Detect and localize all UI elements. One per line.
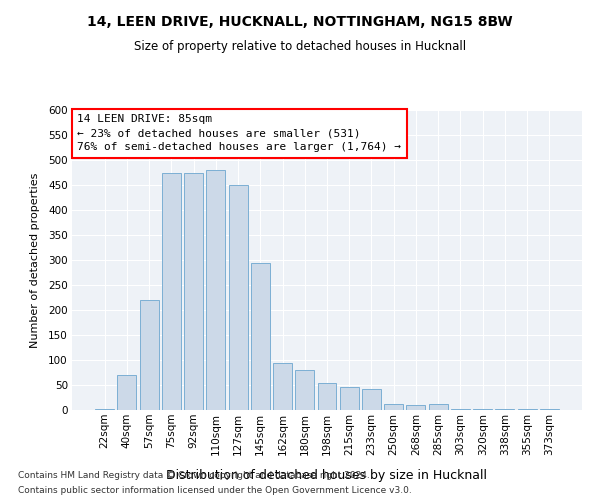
Bar xyxy=(429,404,448,410)
Bar xyxy=(496,409,514,410)
Bar xyxy=(451,409,470,410)
Bar xyxy=(140,300,158,410)
Bar xyxy=(251,262,270,410)
Bar xyxy=(518,409,536,410)
Bar xyxy=(362,389,381,410)
Text: Size of property relative to detached houses in Hucknall: Size of property relative to detached ho… xyxy=(134,40,466,53)
Bar xyxy=(229,185,248,410)
Y-axis label: Number of detached properties: Number of detached properties xyxy=(30,172,40,348)
X-axis label: Distribution of detached houses by size in Hucknall: Distribution of detached houses by size … xyxy=(167,469,487,482)
Bar xyxy=(540,409,559,410)
Text: 14 LEEN DRIVE: 85sqm
← 23% of detached houses are smaller (531)
76% of semi-deta: 14 LEEN DRIVE: 85sqm ← 23% of detached h… xyxy=(77,114,401,152)
Bar xyxy=(295,370,314,410)
Bar xyxy=(95,409,114,410)
Text: Contains public sector information licensed under the Open Government Licence v3: Contains public sector information licen… xyxy=(18,486,412,495)
Bar xyxy=(184,172,203,410)
Bar xyxy=(406,405,425,410)
Bar xyxy=(162,172,181,410)
Bar xyxy=(273,362,292,410)
Text: Contains HM Land Registry data © Crown copyright and database right 2024.: Contains HM Land Registry data © Crown c… xyxy=(18,471,370,480)
Bar xyxy=(473,409,492,410)
Bar xyxy=(206,170,225,410)
Text: 14, LEEN DRIVE, HUCKNALL, NOTTINGHAM, NG15 8BW: 14, LEEN DRIVE, HUCKNALL, NOTTINGHAM, NG… xyxy=(87,15,513,29)
Bar xyxy=(317,382,337,410)
Bar xyxy=(384,404,403,410)
Bar xyxy=(118,375,136,410)
Bar xyxy=(340,386,359,410)
